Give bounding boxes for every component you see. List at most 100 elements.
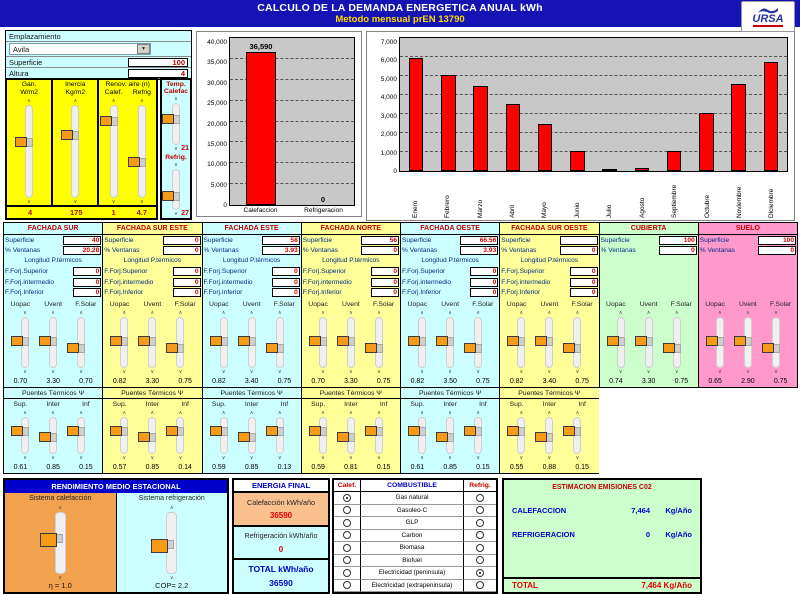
superficie-input[interactable]: 0: [162, 235, 201, 245]
forj-0-input[interactable]: 0: [271, 267, 300, 277]
vertical-slider[interactable]: ∧ ∨: [39, 410, 60, 461]
slider-up-arrow[interactable]: ∧: [79, 310, 84, 316]
slider-up-arrow[interactable]: ∧: [575, 310, 580, 316]
slider-up-arrow[interactable]: ∧: [79, 410, 84, 416]
slider-down-arrow[interactable]: ∨: [150, 369, 155, 375]
slider-handle[interactable]: [705, 335, 718, 346]
slider-down-arrow[interactable]: ∨: [178, 455, 183, 461]
slider-down-arrow[interactable]: ∨: [277, 455, 282, 461]
slider-handle[interactable]: [265, 426, 278, 437]
slider-handle[interactable]: [11, 426, 24, 437]
ventanas-input[interactable]: 0: [361, 246, 399, 256]
vertical-slider[interactable]: ∧ ∨: [308, 410, 330, 461]
slider-down-arrow[interactable]: ∨: [320, 369, 325, 375]
slider-handle[interactable]: [761, 343, 774, 354]
slider-handle[interactable]: [563, 426, 576, 437]
vertical-slider[interactable]: ∧ ∨: [705, 310, 727, 375]
slider-track[interactable]: [11, 417, 30, 454]
slider-down-arrow[interactable]: ∨: [519, 455, 524, 461]
slider-down-arrow[interactable]: ∨: [73, 199, 78, 205]
slider-handle[interactable]: [166, 343, 179, 354]
slider-up-arrow[interactable]: ∧: [249, 410, 254, 416]
slider-up-arrow[interactable]: ∧: [320, 410, 325, 416]
ventanas-input[interactable]: 0: [758, 246, 796, 256]
vertical-slider[interactable]: ∧ ∨: [408, 310, 429, 375]
slider-down-arrow[interactable]: ∨: [221, 369, 226, 375]
slider-up-arrow[interactable]: ∧: [448, 410, 452, 416]
superficie-input[interactable]: [559, 235, 598, 245]
slider-handle[interactable]: [138, 335, 151, 346]
slider-up-arrow[interactable]: ∧: [73, 98, 78, 104]
slider-down-arrow[interactable]: ∨: [51, 455, 55, 461]
forj-2-input[interactable]: 0: [172, 288, 201, 298]
slider-down-arrow[interactable]: ∨: [23, 369, 27, 375]
vertical-slider[interactable]: ∧ ∨: [464, 410, 485, 461]
slider-handle[interactable]: [408, 426, 421, 437]
vertical-slider[interactable]: ∧ ∨: [67, 310, 88, 375]
slider-handle[interactable]: [67, 426, 80, 437]
emplazamiento-select[interactable]: Avila ▼: [9, 43, 151, 55]
slider-up-arrow[interactable]: ∧: [717, 310, 722, 316]
slider-down-arrow[interactable]: ∨: [547, 455, 552, 461]
slider-handle[interactable]: [110, 426, 123, 437]
slider-track[interactable]: [166, 417, 185, 454]
slider-up-arrow[interactable]: ∧: [51, 310, 55, 316]
slider-handle[interactable]: [162, 114, 174, 124]
slider-handle[interactable]: [138, 431, 151, 442]
forj-1-input[interactable]: 0: [73, 277, 102, 287]
forj-1-input[interactable]: 0: [569, 277, 598, 287]
slider-track[interactable]: [535, 317, 554, 368]
vertical-slider[interactable]: ∧ ∨: [408, 410, 429, 461]
slider-down-arrow[interactable]: ∨: [519, 369, 524, 375]
slider-track[interactable]: [162, 103, 180, 145]
vertical-slider[interactable]: ∧ ∨: [61, 98, 82, 205]
slider-down-arrow[interactable]: ∨: [674, 369, 679, 375]
slider-track[interactable]: [151, 512, 178, 574]
superficie-input[interactable]: 40: [63, 235, 102, 245]
slider-track[interactable]: [563, 317, 582, 368]
slider-track[interactable]: [308, 317, 327, 368]
vertical-slider[interactable]: ∧ ∨: [138, 310, 159, 375]
slider-handle[interactable]: [606, 335, 619, 346]
slider-down-arrow[interactable]: ∨: [249, 369, 254, 375]
slider-track[interactable]: [535, 417, 554, 454]
refrig-radio[interactable]: [476, 556, 484, 565]
ventanas-input[interactable]: 0: [559, 246, 598, 256]
slider-track[interactable]: [39, 512, 66, 574]
refrig-radio[interactable]: [476, 531, 484, 540]
vertical-slider[interactable]: ∧ ∨: [364, 310, 386, 375]
slider-handle[interactable]: [308, 426, 321, 437]
slider-handle[interactable]: [563, 343, 576, 354]
slider-up-arrow[interactable]: ∧: [547, 410, 552, 416]
forj-2-input[interactable]: 0: [569, 288, 598, 298]
slider-up-arrow[interactable]: ∧: [377, 310, 381, 316]
slider-track[interactable]: [733, 317, 752, 368]
slider-down-arrow[interactable]: ∨: [618, 369, 623, 375]
slider-track[interactable]: [209, 417, 228, 454]
slider-up-arrow[interactable]: ∧: [476, 410, 481, 416]
slider-up-arrow[interactable]: ∧: [448, 310, 452, 316]
slider-down-arrow[interactable]: ∨: [646, 369, 651, 375]
vertical-slider[interactable]: ∧ ∨: [138, 410, 159, 461]
slider-track[interactable]: [162, 168, 180, 210]
slider-track[interactable]: [634, 317, 653, 368]
slider-up-arrow[interactable]: ∧: [140, 98, 144, 104]
slider-track[interactable]: [436, 317, 455, 368]
slider-up-arrow[interactable]: ∧: [646, 310, 651, 316]
slider-up-arrow[interactable]: ∧: [23, 310, 27, 316]
slider-handle[interactable]: [507, 335, 520, 346]
slider-handle[interactable]: [408, 335, 421, 346]
slider-up-arrow[interactable]: ∧: [519, 410, 524, 416]
slider-track[interactable]: [67, 317, 86, 368]
slider-up-arrow[interactable]: ∧: [320, 310, 325, 316]
slider-track[interactable]: [265, 317, 284, 368]
forj-1-input[interactable]: 0: [470, 277, 499, 287]
vertical-slider[interactable]: ∧ ∨: [761, 310, 783, 375]
refrig-radio[interactable]: [476, 568, 484, 577]
slider-up-arrow[interactable]: ∧: [349, 410, 353, 416]
slider-up-arrow[interactable]: ∧: [221, 410, 226, 416]
slider-up-arrow[interactable]: ∧: [746, 310, 750, 316]
slider-down-arrow[interactable]: ∨: [140, 199, 144, 205]
slider-down-arrow[interactable]: ∨: [349, 369, 353, 375]
vertical-slider[interactable]: ∧ ∨: [209, 310, 231, 375]
